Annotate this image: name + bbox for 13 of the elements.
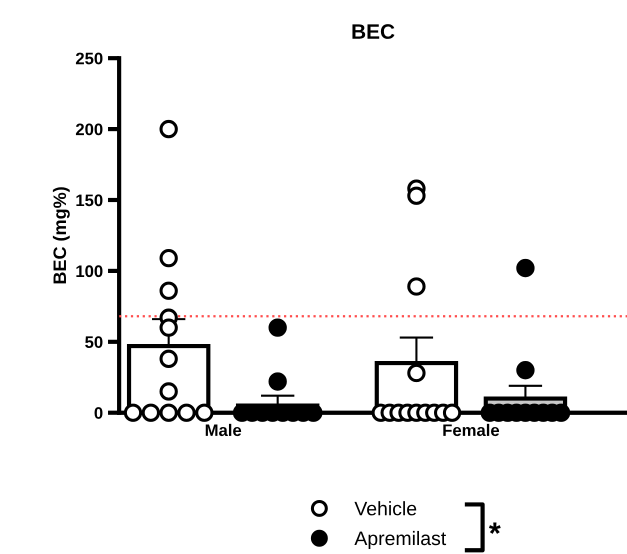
chart-title: BEC [352,24,394,39]
y-axis-title: BEC (mg%) [52,187,70,284]
legend-label: Vehicle [354,501,416,516]
legend-label: Apremilast [354,530,446,550]
y-tick-label: 0 [94,407,102,419]
y-tick-label: 250 [76,52,102,64]
y-tick-label: 150 [76,194,102,206]
x-tick-label: Female [443,424,500,436]
text: * [488,522,501,534]
y-tick-label: 50 [85,336,102,348]
y-tick-label: 200 [76,123,102,136]
x-tick-label: Male [206,424,242,436]
y-tick-label: 100 [76,265,102,278]
